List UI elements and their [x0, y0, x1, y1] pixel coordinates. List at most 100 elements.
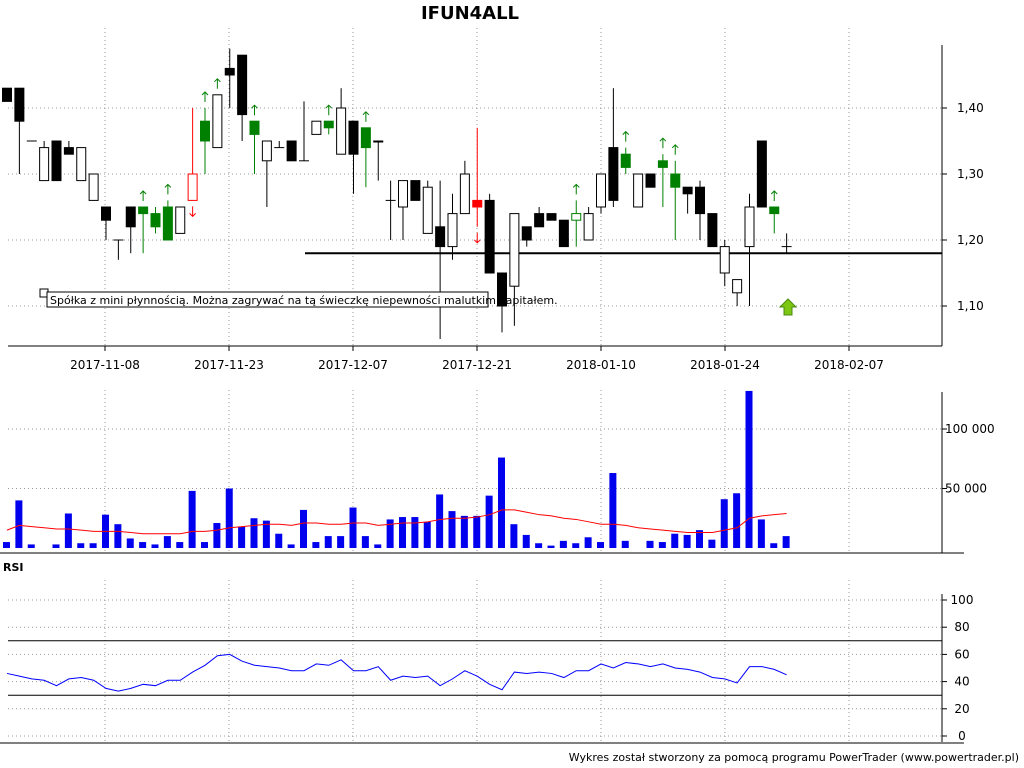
- volume-bar: [52, 544, 60, 548]
- volume-bar: [201, 542, 208, 548]
- candle: [657, 137, 668, 207]
- volume-bar: [473, 515, 481, 548]
- volume-bar: [250, 518, 258, 548]
- buy-signal-arrow: [622, 130, 630, 142]
- volume-bar: [572, 543, 580, 548]
- volume-bar: [287, 544, 295, 548]
- candle: [497, 272, 507, 333]
- candle: [410, 180, 421, 201]
- candle-body: [125, 206, 136, 228]
- candle-body: [769, 206, 780, 215]
- candle: [645, 173, 656, 188]
- candle: [51, 140, 62, 182]
- candle: [39, 141, 50, 182]
- candle: [422, 180, 433, 234]
- candle-body: [719, 246, 730, 274]
- candle: [447, 193, 458, 260]
- candle-body: [583, 213, 594, 241]
- volume-bar: [238, 526, 246, 548]
- candle-body: [224, 67, 235, 76]
- volume-panel: [3, 390, 790, 548]
- candle: [781, 233, 792, 254]
- volume-bar: [114, 524, 122, 548]
- candle: [744, 193, 755, 306]
- x-tick-label: 2018-02-07: [814, 358, 884, 372]
- candle: [707, 213, 718, 248]
- volume-bar: [275, 533, 283, 548]
- candle-body: [175, 206, 186, 234]
- volume-bar: [15, 500, 23, 548]
- candle-body: [14, 87, 25, 122]
- volume-bar: [399, 517, 406, 548]
- candle-body: [484, 199, 495, 274]
- buy-signal-arrow: [325, 104, 333, 116]
- price-tick-label: 1,20: [957, 233, 984, 247]
- candle: [237, 54, 248, 141]
- candle-body: [150, 213, 161, 228]
- candle-body: [657, 160, 668, 168]
- candle: [719, 240, 730, 287]
- candle: [435, 180, 446, 339]
- rsi-tick-label: 0: [958, 729, 966, 743]
- candle-body: [497, 272, 507, 307]
- candle: [360, 111, 371, 188]
- volume-bar: [597, 542, 604, 548]
- candle-body: [608, 147, 619, 201]
- candle-body: [472, 199, 483, 208]
- candle: [695, 180, 705, 240]
- candle-body: [261, 140, 272, 162]
- volume-bar: [3, 542, 10, 548]
- candle: [299, 101, 309, 162]
- volume-bar: [757, 519, 765, 548]
- volume-bar: [646, 540, 654, 548]
- candle-body: [509, 213, 520, 287]
- candle: [113, 239, 124, 260]
- candle-body: [558, 219, 569, 248]
- candle: [398, 180, 408, 240]
- rsi-tick-label: 80: [954, 620, 969, 634]
- candle-body: [596, 173, 606, 208]
- axis-labels: 2017-11-08 2017-11-23 2017-12-07 2017-12-21…: [70, 101, 995, 743]
- volume-bar: [300, 509, 307, 548]
- volume-bar: [696, 530, 703, 548]
- candle: [261, 140, 272, 207]
- candle: [769, 190, 780, 234]
- buy-signal-arrow: [251, 104, 258, 116]
- buy-signal-arrow: [659, 137, 667, 149]
- sell-signal-arrow: [189, 206, 196, 218]
- buy-signal-arrow: [139, 190, 147, 201]
- candle-body: [633, 173, 644, 208]
- candle: [682, 186, 693, 214]
- candle-body: [212, 94, 223, 149]
- candle-body: [744, 206, 755, 248]
- volume-bar: [671, 533, 679, 548]
- candle: [608, 88, 619, 207]
- candle-body: [756, 140, 767, 208]
- candle: [125, 206, 136, 254]
- volume-bar: [770, 543, 778, 548]
- buy-signal-arrow: [572, 183, 580, 195]
- candle: [534, 207, 545, 228]
- candle-body: [410, 180, 421, 201]
- volume-bar: [225, 488, 233, 548]
- candle: [348, 120, 359, 194]
- volume-bar: [658, 542, 666, 548]
- buy-signal-arrow: [671, 144, 679, 155]
- candle: [756, 140, 767, 208]
- volume-bar: [312, 542, 320, 548]
- rsi-label: RSI: [3, 561, 24, 574]
- candle: [162, 183, 173, 241]
- candle: [596, 173, 606, 214]
- axes: [0, 45, 964, 744]
- volume-bar: [411, 517, 419, 548]
- volume-bar: [423, 521, 431, 548]
- candle: [187, 108, 198, 218]
- buy-signal-arrow: [362, 111, 370, 122]
- x-tick-label: 2018-01-10: [566, 358, 636, 372]
- footer-credit: Wykres został stworzony za pomocą progra…: [569, 751, 1019, 764]
- volume-bar: [361, 536, 369, 548]
- warning-text: Spółka z mini płynnością. Można zagrywać…: [50, 294, 558, 307]
- x-tick-label: 2018-01-24: [690, 358, 760, 372]
- candle-body: [645, 173, 656, 188]
